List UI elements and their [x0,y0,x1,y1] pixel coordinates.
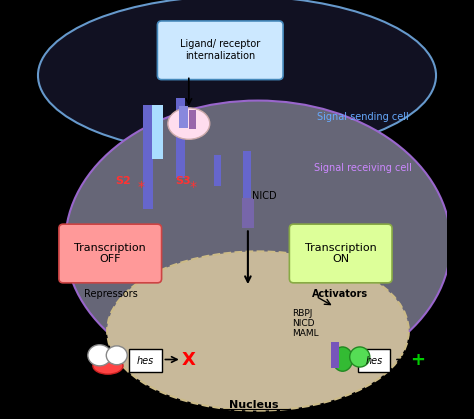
Bar [242,198,254,228]
FancyBboxPatch shape [289,224,392,283]
Text: RBPJ: RBPJ [59,367,78,377]
Bar [143,105,153,210]
Bar [243,151,251,199]
Bar [358,349,391,372]
Ellipse shape [107,251,409,411]
Bar [189,110,196,129]
Text: Ligand/ receptor
internalization: Ligand/ receptor internalization [180,39,260,61]
Ellipse shape [333,347,353,371]
Ellipse shape [93,357,123,374]
Text: S2: S2 [116,176,131,186]
Bar [176,98,185,178]
Text: hes: hes [137,356,154,365]
Text: *: * [190,181,197,194]
Text: NICD: NICD [252,191,276,201]
Text: Signal receiving cell: Signal receiving cell [314,163,411,173]
Text: Repressors: Repressors [83,289,137,299]
Ellipse shape [88,345,111,366]
Ellipse shape [65,101,451,385]
Text: S3: S3 [175,176,191,186]
Text: *: * [137,181,144,194]
Text: hes: hes [365,356,383,365]
Bar [129,349,162,372]
Text: Transcription
OFF: Transcription OFF [74,243,146,264]
Ellipse shape [38,0,436,155]
Text: GTGGCAA: GTGGCAA [88,376,130,385]
Text: RBPJ
NICD
MAML: RBPJ NICD MAML [292,308,319,339]
Ellipse shape [168,108,210,139]
Text: Nucleus: Nucleus [229,400,279,410]
Ellipse shape [350,347,370,367]
Text: Transcription
ON: Transcription ON [305,243,376,264]
Bar [214,155,221,186]
Bar [179,106,188,128]
Text: Signal sending cell: Signal sending cell [317,112,409,122]
Text: X: X [182,351,196,368]
Bar [331,342,339,368]
FancyBboxPatch shape [59,224,162,283]
Text: Activators: Activators [311,289,368,299]
Bar [152,105,163,159]
Text: +: + [410,351,426,368]
Ellipse shape [106,346,127,365]
FancyBboxPatch shape [157,21,283,80]
